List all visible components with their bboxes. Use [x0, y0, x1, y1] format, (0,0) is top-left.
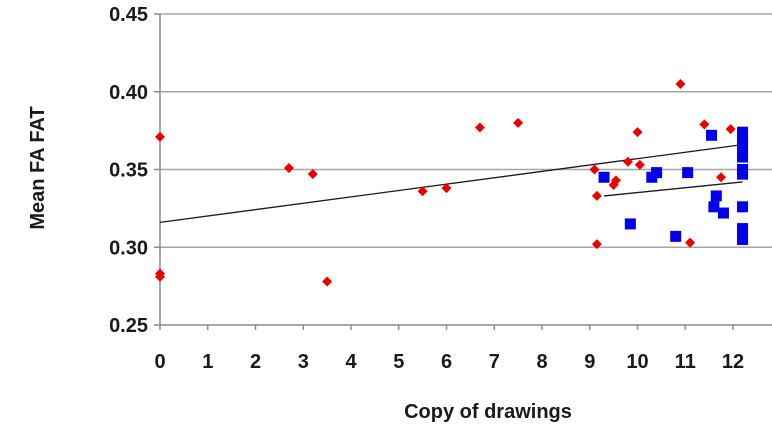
red-diamond-point	[591, 190, 602, 201]
red-diamond-point	[307, 169, 318, 180]
x-tick-label: 9	[584, 351, 595, 373]
x-tick-label: 4	[345, 351, 357, 373]
trendlines	[159, 143, 743, 224]
tick-labels: 0.450.400.350.300.250 1 2 3 4 5 6 7 8 9 10 11 12	[109, 4, 744, 373]
red-diamond-point	[725, 124, 736, 135]
x-tick-label: 2	[250, 351, 261, 373]
red-diamond-point	[474, 122, 485, 133]
trendline	[159, 143, 743, 224]
x-tick-label: 10	[626, 351, 648, 373]
blue-square-point	[737, 132, 749, 144]
red-diamond-point	[675, 78, 686, 89]
red-diamond-point	[622, 156, 633, 167]
blue-square-point	[598, 171, 610, 183]
gridlines	[160, 13, 772, 248]
blue-square-point	[737, 126, 749, 138]
x-tick-label: 8	[536, 351, 547, 373]
red-diamond-point	[716, 172, 727, 183]
red-diamond-point	[699, 119, 710, 130]
blue-square-point	[651, 167, 663, 179]
x-tick-label: 1	[202, 351, 213, 373]
y-tick-label: 0.30	[109, 237, 148, 259]
red-diamond-point	[283, 162, 294, 173]
x-axis-title: Copy of drawings	[404, 401, 572, 423]
blue-square-point	[737, 223, 749, 235]
red-diamond-point	[685, 237, 696, 248]
red-diamond-point	[155, 131, 165, 142]
red-diamond-point	[513, 117, 524, 128]
red-diamond-point	[322, 276, 333, 287]
x-tick-label: 12	[722, 351, 744, 373]
x-tick-label: 0	[154, 351, 165, 373]
blue-square-point	[708, 201, 720, 213]
red-diamond-point	[417, 186, 428, 197]
red-diamond-point	[589, 164, 600, 175]
data-points	[155, 78, 749, 287]
x-tick-label: 6	[441, 351, 452, 373]
y-tick-label: 0.45	[109, 4, 148, 26]
x-tick-label: 11	[675, 351, 696, 373]
red-diamond-point	[591, 239, 602, 250]
y-tick-label: 0.40	[109, 82, 148, 104]
x-tick-label: 7	[489, 351, 500, 373]
blue-square-point	[710, 190, 722, 202]
y-axis-title: Mean FA FAT	[27, 106, 49, 229]
blue-square-point	[624, 218, 636, 230]
red-diamond-point	[441, 183, 452, 194]
blue-square-point	[737, 140, 749, 152]
red-diamond-point	[155, 271, 165, 282]
blue-square-point	[682, 167, 694, 179]
red-diamond-point	[611, 175, 622, 186]
blue-square-point	[670, 230, 682, 242]
blue-square-point	[717, 207, 729, 219]
y-tick-label: 0.35	[109, 160, 148, 182]
trendline	[604, 181, 743, 197]
blue-square-point	[737, 201, 749, 213]
x-tick-label: 3	[298, 351, 309, 373]
blue-square-point	[737, 151, 749, 163]
blue-square-point	[706, 129, 718, 141]
y-tick-label: 0.25	[109, 315, 148, 337]
blue-square-point	[737, 168, 749, 180]
red-diamond-point	[632, 127, 643, 138]
x-tick-label: 5	[393, 351, 404, 373]
axes	[154, 13, 772, 330]
red-diamond-point	[634, 159, 645, 170]
blue-square-point	[737, 233, 749, 245]
